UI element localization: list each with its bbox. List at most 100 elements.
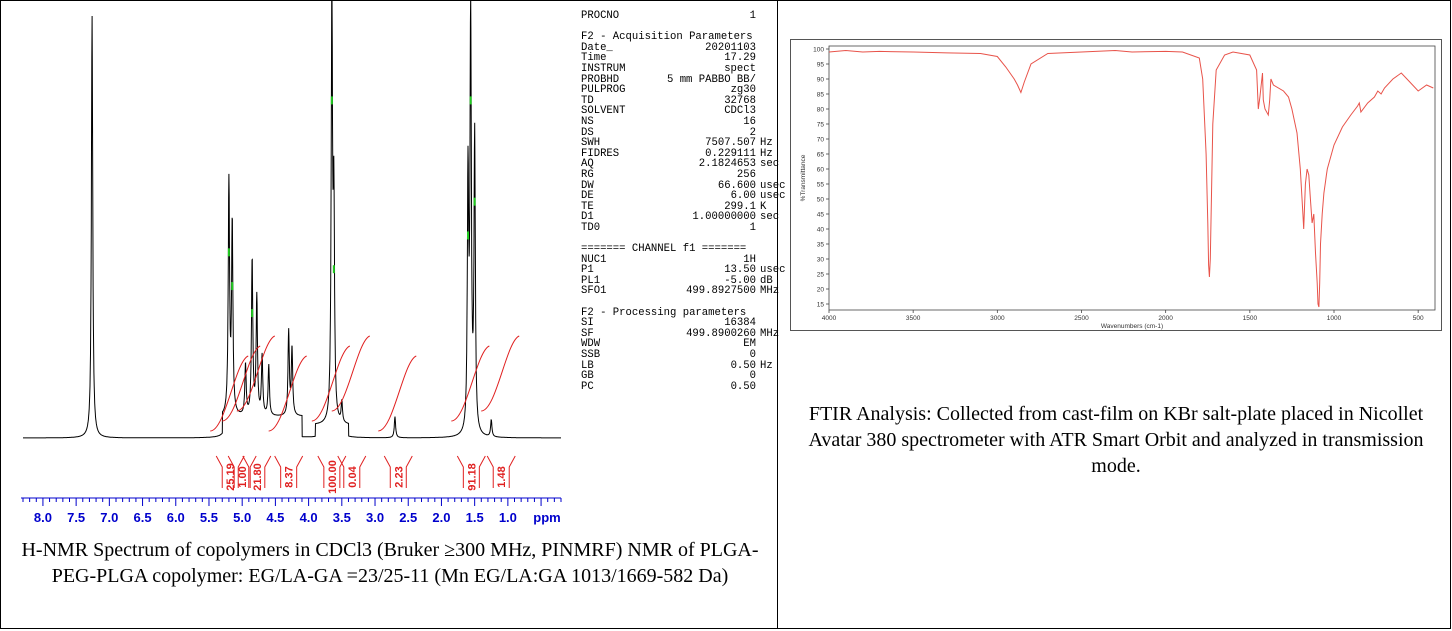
param-key: PULPROG bbox=[581, 84, 626, 97]
param-row: SSB 0 bbox=[581, 350, 785, 361]
integral-label: 100.00 bbox=[327, 460, 339, 494]
integral-bracket bbox=[337, 455, 367, 488]
param-key: SWH bbox=[581, 137, 601, 150]
ftir-x-tick-label: 3500 bbox=[906, 315, 921, 322]
param-key: SF bbox=[581, 327, 594, 340]
param-key: SI bbox=[581, 317, 594, 330]
integral-label: 0.04 bbox=[347, 465, 359, 487]
param-key: SOLVENT bbox=[581, 105, 626, 118]
param-key: TD bbox=[581, 94, 594, 107]
nmr-tick-label: 1.5 bbox=[466, 510, 484, 525]
integral-bracket bbox=[486, 455, 516, 488]
integral-bracket bbox=[383, 455, 413, 488]
param-value: 0.50 bbox=[730, 380, 756, 393]
param-value: 2 bbox=[749, 126, 756, 139]
param-unit: Hz bbox=[760, 137, 773, 150]
param-value: zg30 bbox=[730, 84, 756, 97]
integral-curve bbox=[481, 335, 520, 412]
nmr-tick-label: 2.0 bbox=[432, 510, 450, 525]
param-row: AQ 2.1824653 sec bbox=[581, 159, 785, 170]
integral-bracket bbox=[274, 455, 304, 488]
param-row: WDW EM bbox=[581, 339, 785, 350]
param-row: INSTRUM spect bbox=[581, 64, 785, 75]
param-row: D1 1.00000000 sec bbox=[581, 212, 785, 223]
param-row: DW 66.600 usec bbox=[581, 180, 785, 192]
channel-header: ======= CHANNEL f1 ======= bbox=[581, 243, 747, 256]
ftir-chart-frame: 15 20 25 30 35 40 45 50 55 60 65 70 75 80 85 90 95 100 400… bbox=[790, 39, 1442, 331]
param-value: 7507.507 bbox=[705, 137, 756, 150]
param-value: 499.8900260 bbox=[686, 327, 756, 340]
param-value: 17.29 bbox=[724, 52, 756, 65]
param-key: RG bbox=[581, 168, 594, 181]
param-unit: usec bbox=[760, 264, 786, 277]
ftir-caption: FTIR Analysis: Collected from cast-film … bbox=[808, 403, 1424, 477]
param-key: FIDRES bbox=[581, 147, 620, 160]
ftir-y-tick-label: 50 bbox=[817, 197, 825, 204]
nmr-tick-label: 1.0 bbox=[499, 510, 517, 525]
param-row: PROCNO 1 bbox=[581, 11, 785, 22]
nmr-tick-label: 7.0 bbox=[100, 510, 118, 525]
ftir-y-tick-label: 40 bbox=[817, 227, 825, 234]
ftir-x-tick-label: 500 bbox=[1413, 315, 1424, 322]
param-value: 1H bbox=[743, 253, 756, 266]
ftir-x-tick-label: 4000 bbox=[822, 315, 837, 322]
param-unit: dB bbox=[760, 274, 773, 287]
param-unit: Hz bbox=[760, 147, 773, 160]
param-row: SF 499.8900260 MHz bbox=[581, 329, 785, 340]
integral-bracket bbox=[215, 455, 245, 488]
integral-label: 2.23 bbox=[393, 466, 405, 487]
param-value: -5.00 bbox=[724, 274, 756, 287]
param-row: Time 17.29 bbox=[581, 53, 785, 64]
integral-curve bbox=[236, 335, 276, 412]
integral-curve bbox=[210, 355, 249, 432]
param-value: 32768 bbox=[724, 94, 756, 107]
ftir-x-tick-label: 2500 bbox=[1074, 315, 1089, 322]
param-row: SFO1 499.8927500 MHz bbox=[581, 286, 785, 297]
param-key: PC bbox=[581, 380, 594, 393]
param-unit: sec bbox=[760, 211, 780, 224]
param-key: PL1 bbox=[581, 274, 601, 287]
ftir-y-tick-label: 20 bbox=[817, 287, 825, 294]
nmr-tick-label: 4.0 bbox=[300, 510, 318, 525]
integral-curve bbox=[451, 345, 490, 422]
ftir-y-tick-label: 25 bbox=[817, 272, 825, 279]
integral-label: 25.19 bbox=[225, 463, 237, 491]
ftir-x-tick-label: 1500 bbox=[1243, 315, 1258, 322]
param-row: RG 256 bbox=[581, 170, 785, 181]
param-key: PROBHD bbox=[581, 73, 620, 86]
param-row: DS 2 bbox=[581, 126, 785, 139]
param-row: P1 13.50 usec bbox=[581, 265, 785, 276]
param-row: NS 16 bbox=[581, 117, 785, 128]
nmr-panel: 25.19 1.00 21.80 8.37 100.00 0.04 2.23 91.18 1.4… bbox=[0, 0, 785, 629]
nmr-x-axis-label: ppm bbox=[533, 510, 560, 525]
nmr-parameters: PROCNO 1 F2 - Acquisition Parameters Date_ 2… bbox=[581, 11, 785, 392]
param-key: Date_ bbox=[581, 41, 613, 54]
ftir-panel: 15 20 25 30 35 40 45 50 55 60 65 70 75 80 85 90 95 100 400… bbox=[777, 0, 1451, 629]
param-value: 2.1824653 bbox=[698, 158, 756, 171]
param-value: 299.1 bbox=[724, 200, 756, 213]
integral-curve bbox=[378, 355, 417, 432]
integral-bracket bbox=[317, 455, 347, 488]
param-row: TE 299.1 K bbox=[581, 202, 785, 213]
ftir-y-tick-label: 75 bbox=[817, 122, 825, 129]
param-key: SSB bbox=[581, 349, 601, 361]
nmr-tick-label: 7.5 bbox=[67, 510, 85, 525]
integral-curve bbox=[331, 335, 371, 412]
param-unit: K bbox=[760, 200, 767, 213]
param-value: 1 bbox=[749, 10, 756, 22]
param-key: DE bbox=[581, 190, 594, 203]
nmr-tick-label: 5.5 bbox=[200, 510, 218, 525]
param-unit: sec bbox=[760, 158, 780, 171]
integral-label: 8.37 bbox=[284, 466, 296, 487]
param-key: PROCNO bbox=[581, 10, 620, 22]
nmr-tick-label: 8.0 bbox=[34, 510, 52, 525]
param-row: SWH 7507.507 Hz bbox=[581, 138, 785, 149]
ftir-x-tick-label: 3000 bbox=[990, 315, 1005, 322]
ftir-spectrum-chart: 15 20 25 30 35 40 45 50 55 60 65 70 75 80 85 90 95 100 400… bbox=[800, 45, 1436, 330]
param-row: GB 0 bbox=[581, 371, 785, 382]
param-row: PROBHD 5 mm PABBO BB/ bbox=[581, 73, 785, 86]
param-row: PULPROG zg30 bbox=[581, 85, 785, 96]
param-value: 499.8927500 bbox=[686, 285, 756, 298]
ftir-y-tick-label: 15 bbox=[817, 302, 825, 309]
param-key: DS bbox=[581, 126, 594, 139]
